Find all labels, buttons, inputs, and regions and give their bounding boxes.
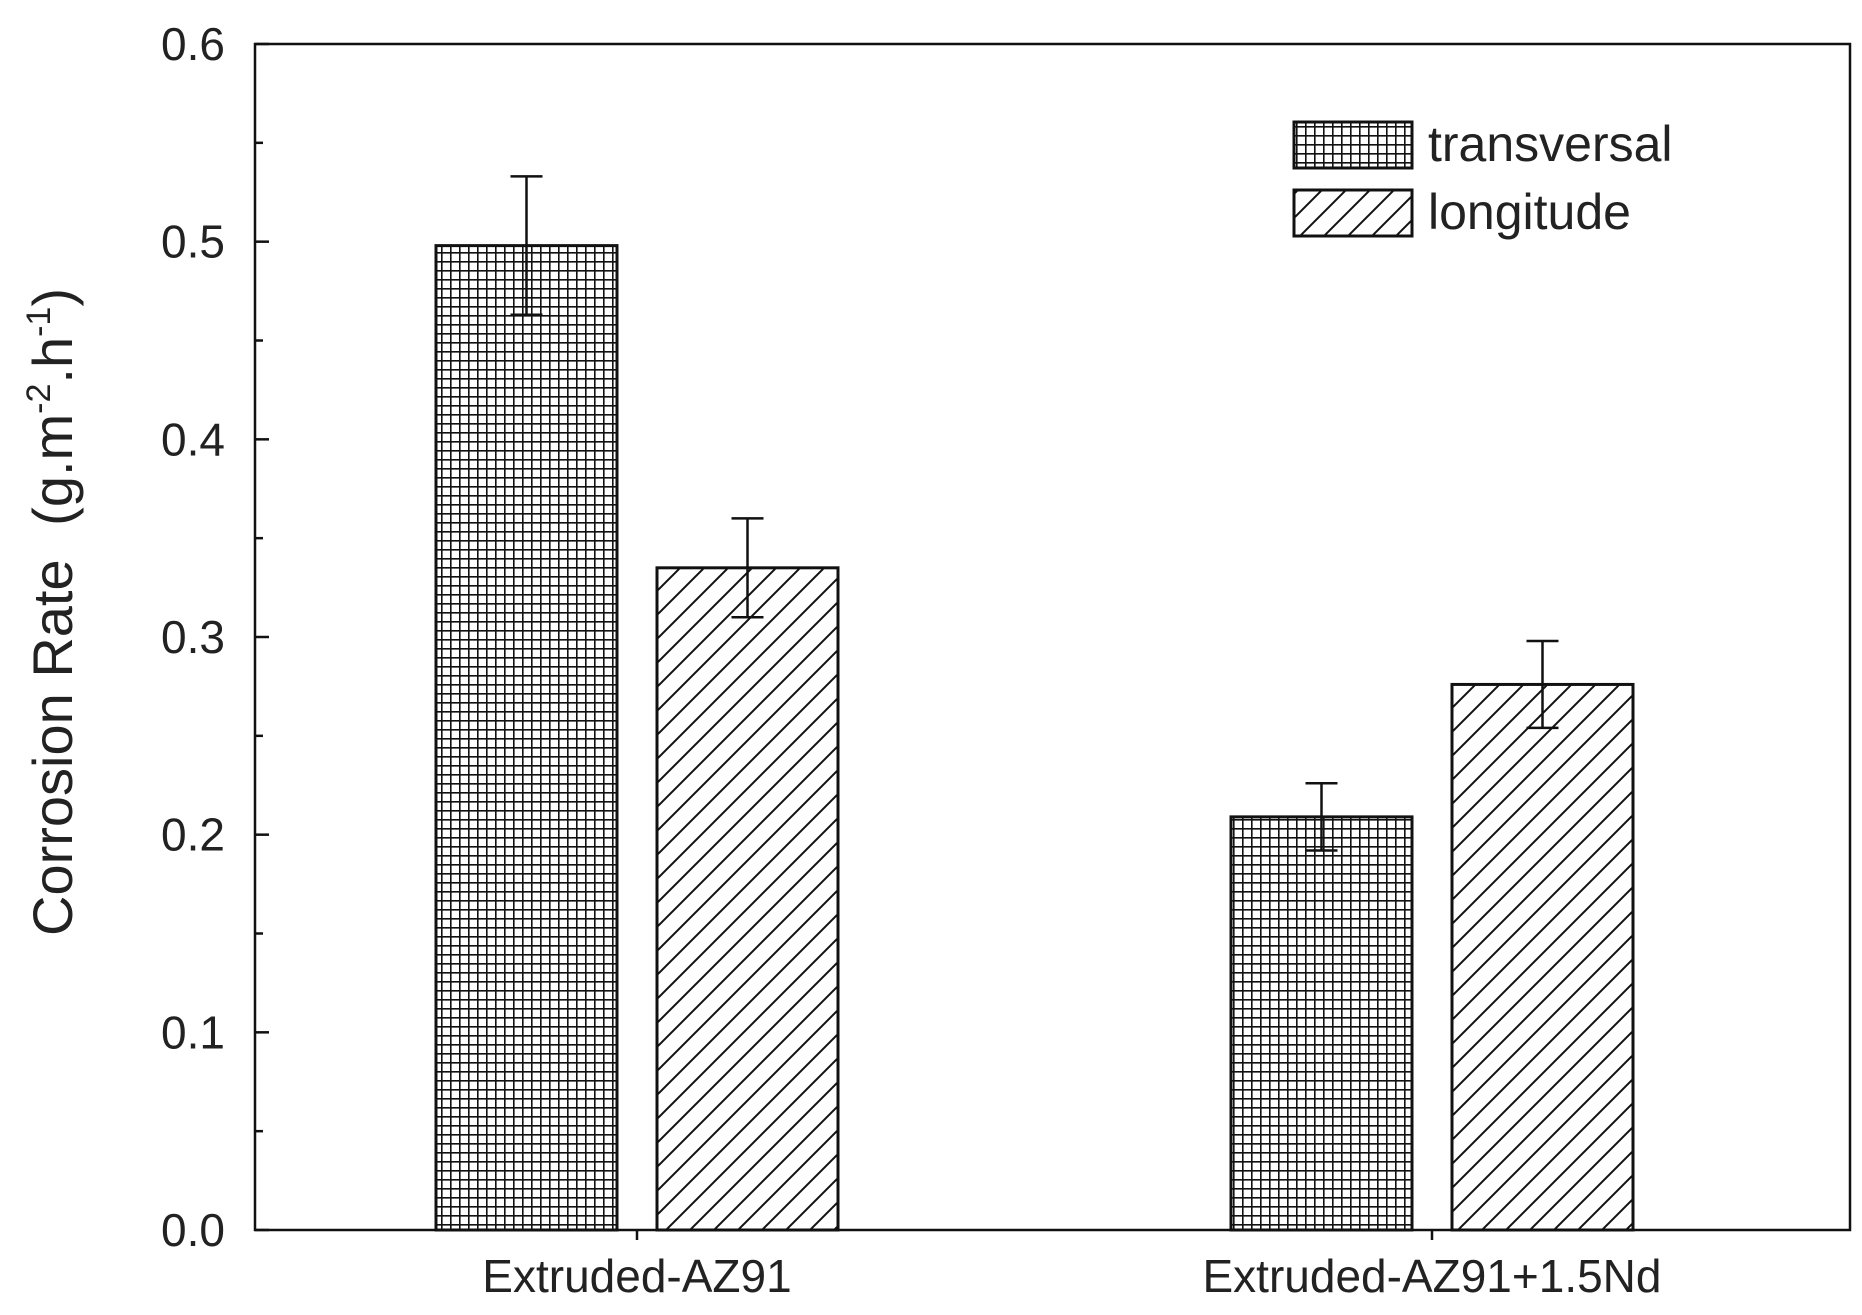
error-bar-longitude-1: [731, 517, 764, 619]
y-axis-title-unit-exp2: -1: [20, 307, 58, 337]
bar-longitude-2: [1450, 682, 1635, 1232]
y-axis-ticks: 0.0 0.1 0.2 0.3 0.4 0.5 0.6: [161, 18, 269, 1256]
svg-text:Corrosion Rate (g.m-2.h-: Corrosion Rate (g.m-2.h-1): [20, 288, 84, 936]
y-tick-label: 0.6: [161, 18, 225, 70]
y-axis-title-unit-exp1: -2: [20, 384, 58, 414]
y-tick-label: 0.3: [161, 611, 225, 663]
y-tick-label: 0.1: [161, 1006, 225, 1058]
legend-label-transversal: transversal: [1428, 116, 1673, 172]
y-axis-title-unit-open: (g.m: [21, 414, 84, 526]
y-tick-label: 0.2: [161, 809, 225, 861]
error-bar-transversal-1: [510, 175, 543, 317]
x-tick-label: Extruded-AZ91+1.5Nd: [1203, 1250, 1662, 1302]
legend: transversal longitude: [1292, 116, 1673, 240]
y-axis-title-unit-close: ): [21, 288, 84, 307]
bar-transversal-1: [434, 244, 619, 1232]
legend-swatch-longitude: [1292, 188, 1414, 238]
legend-swatch-transversal: [1292, 120, 1414, 170]
x-axis-ticks: Extruded-AZ91 Extruded-AZ91+1.5Nd: [482, 1230, 1662, 1302]
y-tick-label: 0.0: [161, 1204, 225, 1256]
bar-longitude-1: [655, 566, 840, 1232]
error-bar-transversal-2: [1305, 782, 1338, 852]
plot-frame: [253, 42, 1852, 1232]
error-bars-layer: [510, 175, 1559, 852]
y-axis-title-main: Corrosion Rate: [21, 559, 84, 936]
legend-label-longitude: longitude: [1428, 184, 1631, 240]
y-tick-label: 0.5: [161, 216, 225, 268]
x-tick-label: Extruded-AZ91: [482, 1250, 791, 1302]
y-tick-label: 0.4: [161, 413, 225, 465]
bar-transversal-2: [1229, 815, 1414, 1232]
y-axis-title-unit-mid: .h: [21, 337, 84, 384]
y-axis-title: Corrosion Rate (g.m-2.h-1): [20, 288, 84, 936]
error-bar-longitude-2: [1526, 639, 1559, 730]
